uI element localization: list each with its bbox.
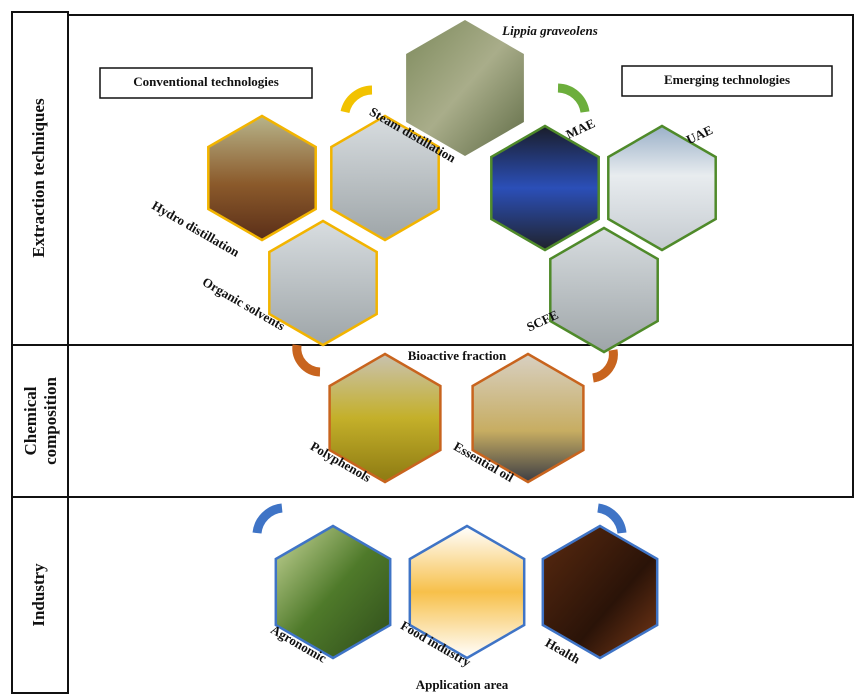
group-title: Application area: [416, 677, 509, 692]
section-label: Chemicalcomposition: [21, 377, 60, 465]
item-label: SCFE: [524, 307, 560, 335]
group-title: Bioactive fraction: [408, 348, 507, 363]
source-label: Lippia graveolens: [501, 23, 598, 38]
photo-hexagon: [550, 228, 657, 352]
section-label: Extraction techniques: [29, 98, 48, 258]
photo-hexagon: [491, 126, 598, 250]
figure: Extraction techniques Chemicalcompositio…: [0, 0, 855, 695]
section-label: Industry: [29, 563, 48, 627]
group-title: Conventional technologies: [133, 74, 279, 89]
photo-hexagon: [269, 221, 376, 345]
item-label: MAE: [563, 115, 597, 141]
photo-hexagon: [208, 116, 315, 240]
photo-hexagon: [608, 126, 715, 250]
photo-hexagon: [543, 526, 657, 658]
group-title: Emerging technologies: [664, 72, 790, 87]
item-label: UAE: [684, 122, 715, 147]
